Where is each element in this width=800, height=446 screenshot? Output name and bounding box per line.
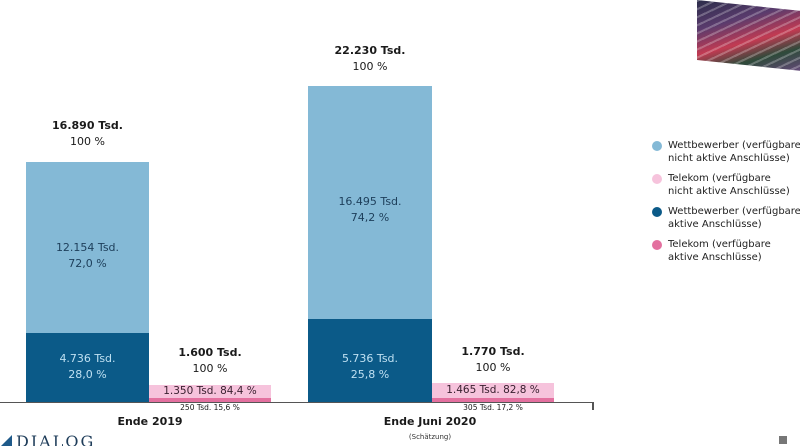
g1-telekom-aktiv-bar xyxy=(149,398,271,402)
legend-item-telekom-aktiv: Telekom (verfügbare aktive Anschlüsse) xyxy=(652,238,800,264)
category-label-2019: Ende 2019 xyxy=(117,415,183,428)
legend-dot-icon xyxy=(652,174,662,184)
g2-telekom-aktiv-bar xyxy=(432,398,554,402)
legend-dot-icon xyxy=(652,240,662,250)
g1-wettbewerber-aktiv-label: 4.736 Tsd. 28,0 % xyxy=(59,352,116,381)
legend-item-wettbewerber-nicht-aktiv: Wettbewerber (verfügbare nicht aktive Ans… xyxy=(652,139,800,165)
g1-wettbewerber-aktiv-bar xyxy=(26,333,149,402)
g2-telekom-nicht-aktiv-label: 1.465 Tsd. 82,8 % xyxy=(446,384,540,396)
legend-item-wettbewerber-aktiv: Wettbewerber (verfügbare aktive Anschlüss… xyxy=(652,205,800,231)
g1-wettbewerber-nicht-aktiv-label: 12.154 Tsd. 72,0 % xyxy=(55,241,120,270)
dialog-logo: DIALOG xyxy=(0,432,130,446)
logo-mark-icon xyxy=(0,435,12,446)
g1-total-label: 16.890 Tsd. 100 % xyxy=(52,119,123,148)
g1-telekom-nicht-aktiv-label: 1.350 Tsd. 84,4 % xyxy=(163,385,257,397)
category-label-2020: Ende Juni 2020 xyxy=(383,415,477,428)
g2-telekom-aktiv-label: 305 Tsd. 17,2 % xyxy=(463,403,523,412)
g2-telekom-total-label: 1.770 Tsd. 100 % xyxy=(461,345,525,374)
g2-total-label: 22.230 Tsd. 100 % xyxy=(334,44,406,73)
g1-telekom-total-label: 1.600 Tsd. 100 % xyxy=(178,346,242,375)
g2-wettbewerber-aktiv-label: 5.736 Tsd. 25,8 % xyxy=(341,352,399,381)
legend-item-telekom-nicht-aktiv: Telekom (verfügbare nicht aktive Anschlüs… xyxy=(652,172,800,198)
legend-dot-icon xyxy=(652,207,662,217)
g1-telekom-nicht-aktiv-bar xyxy=(149,385,271,398)
chart-legend: Wettbewerber (verfügbare nicht aktive Ans… xyxy=(652,139,800,271)
g2-wettbewerber-nicht-aktiv-label: 16.495 Tsd. 74,2 % xyxy=(338,195,402,224)
x-axis-end-tick xyxy=(592,402,594,410)
g2-wettbewerber-aktiv-bar xyxy=(308,319,432,402)
g2-wettbewerber-nicht-aktiv-bar xyxy=(308,86,432,319)
legend-dot-icon xyxy=(652,141,662,151)
g2-telekom-nicht-aktiv-bar xyxy=(432,383,554,398)
category-note-schaetzung: (Schätzung) xyxy=(408,433,452,441)
page-corner-marker xyxy=(779,436,787,444)
g1-wettbewerber-nicht-aktiv-bar xyxy=(26,162,149,333)
g1-telekom-aktiv-label: 250 Tsd. 15,6 % xyxy=(180,403,240,412)
x-axis-line xyxy=(0,402,593,403)
